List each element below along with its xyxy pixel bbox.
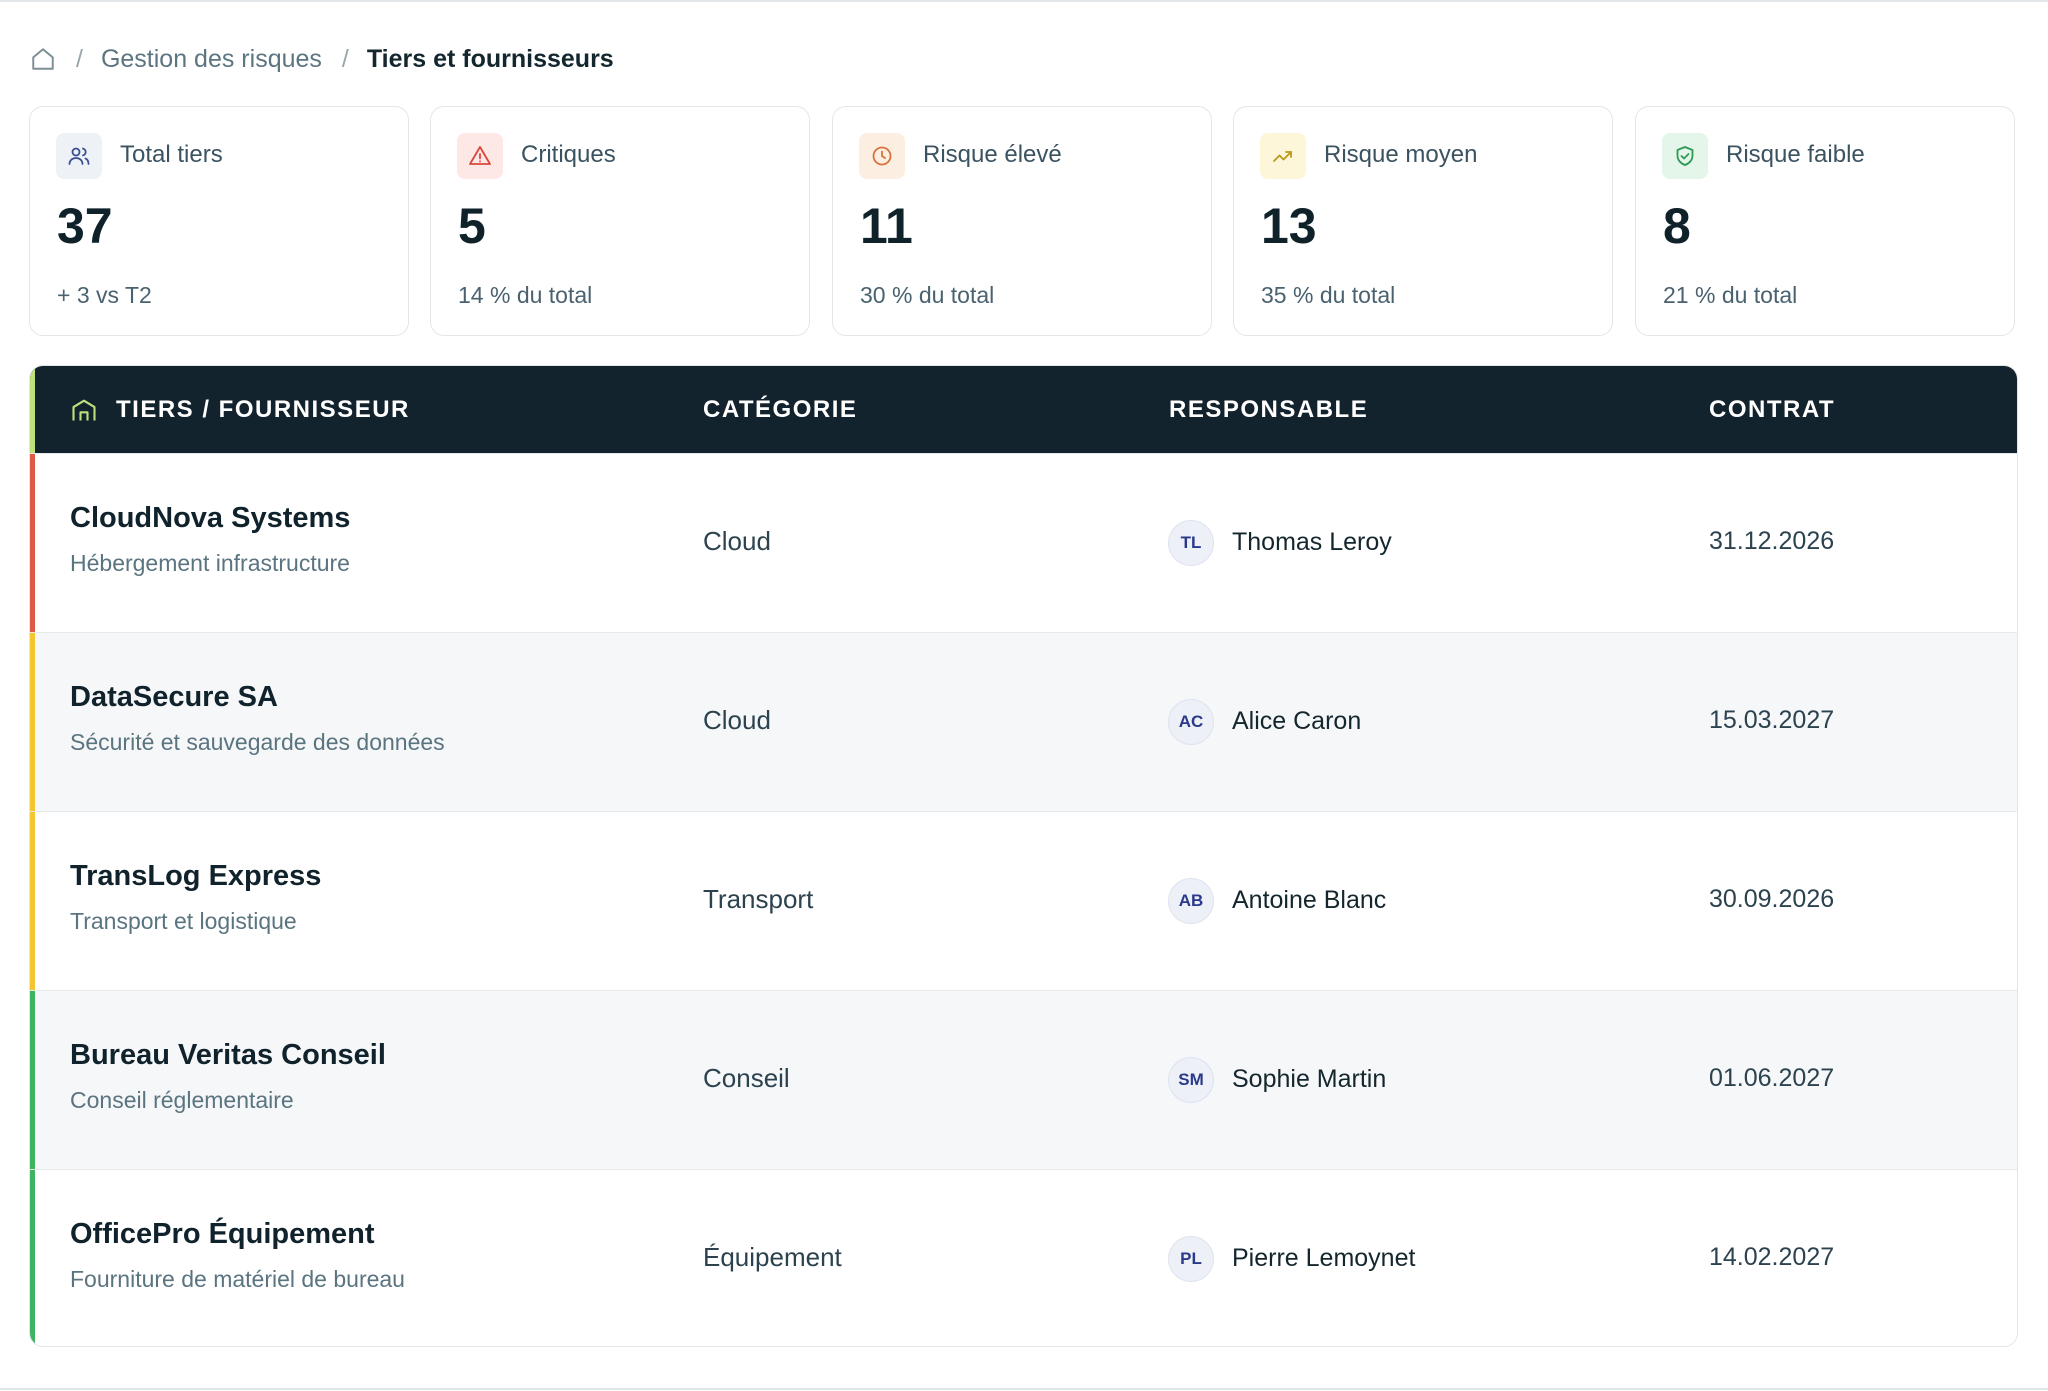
- risk-indicator-bar: [30, 633, 35, 811]
- stat-card-risque-faible[interactable]: Risque faible 8 21 % du total: [1635, 106, 2015, 336]
- stat-card-total-tiers[interactable]: Total tiers 37 + 3 vs T2: [29, 106, 409, 336]
- responsible-name: Thomas Leroy: [1232, 528, 1392, 556]
- building-icon: [70, 396, 98, 424]
- avatar: AC: [1168, 699, 1214, 745]
- stat-label: Critiques: [521, 141, 616, 168]
- bottom-divider: [0, 1388, 2048, 1390]
- column-header-label: CATÉGORIE: [703, 395, 858, 423]
- stat-subtext: + 3 vs T2: [57, 282, 152, 308]
- responsible-name: Pierre Lemoynet: [1232, 1244, 1416, 1272]
- column-header-responsable[interactable]: RESPONSABLE: [1169, 366, 1368, 453]
- contract-date: 01.06.2027: [1709, 1064, 1835, 1092]
- table-row[interactable]: TransLog Express Transport et logistique…: [30, 811, 2017, 990]
- table-row[interactable]: CloudNova Systems Hébergement infrastruc…: [30, 453, 2017, 632]
- supplier-category: Conseil: [703, 1063, 790, 1093]
- column-header-tiers[interactable]: TIERS / FOURNISSEUR: [70, 366, 410, 453]
- home-icon[interactable]: [30, 46, 56, 72]
- column-header-label: RESPONSABLE: [1169, 395, 1369, 423]
- table-row[interactable]: DataSecure SA Sécurité et sauvegarde des…: [30, 632, 2017, 811]
- stat-subtext: 14 % du total: [458, 282, 593, 308]
- stat-value: 13: [1261, 198, 1317, 254]
- breadcrumb-current: Tiers et fournisseurs: [366, 44, 614, 73]
- stat-card-risque-moyen[interactable]: Risque moyen 13 35 % du total: [1233, 106, 1613, 336]
- stat-value: 8: [1663, 198, 1691, 254]
- supplier-name[interactable]: OfficePro Équipement: [70, 1218, 375, 1250]
- risk-indicator-bar: [30, 454, 35, 632]
- users-icon: [56, 133, 102, 179]
- stat-label: Risque faible: [1726, 141, 1865, 168]
- clock-icon: [859, 133, 905, 179]
- stat-value: 11: [860, 198, 913, 254]
- breadcrumb-separator: /: [341, 44, 349, 73]
- breadcrumb: / Gestion des risques / Tiers et fournis…: [30, 42, 614, 76]
- supplier-name[interactable]: CloudNova Systems: [70, 502, 351, 534]
- contract-date: 15.03.2027: [1709, 706, 1835, 734]
- stat-value: 37: [57, 198, 113, 254]
- supplier-category: Transport: [703, 884, 814, 914]
- column-header-label: TIERS / FOURNISSEUR: [116, 395, 410, 423]
- breadcrumb-separator: /: [76, 44, 83, 73]
- supplier-name[interactable]: TransLog Express: [70, 860, 322, 892]
- stat-label: Total tiers: [120, 141, 223, 168]
- breadcrumb-link-gestion-des-risques[interactable]: Gestion des risques: [100, 44, 322, 73]
- responsible-name: Alice Caron: [1232, 707, 1362, 735]
- table-row[interactable]: OfficePro Équipement Fourniture de matér…: [30, 1169, 2017, 1346]
- supplier-description: Transport et logistique: [70, 908, 297, 934]
- supplier-description: Hébergement infrastructure: [70, 550, 350, 576]
- stat-subtext: 21 % du total: [1663, 282, 1798, 308]
- stat-label: Risque moyen: [1324, 141, 1478, 168]
- stat-card-risque-eleve[interactable]: Risque élevé 11 30 % du total: [832, 106, 1212, 336]
- avatar: TL: [1168, 520, 1214, 566]
- suppliers-table: TIERS / FOURNISSEUR CATÉGORIE RESPONSABL…: [29, 365, 2018, 1347]
- stat-subtext: 30 % du total: [860, 282, 995, 308]
- avatar: PL: [1168, 1236, 1214, 1282]
- supplier-description: Conseil réglementaire: [70, 1087, 294, 1113]
- risk-indicator-bar: [30, 991, 35, 1169]
- header-accent-bar: [30, 366, 35, 453]
- stat-value: 5: [458, 198, 486, 254]
- responsible-name: Sophie Martin: [1232, 1065, 1387, 1093]
- responsible-name: Antoine Blanc: [1232, 886, 1387, 914]
- supplier-name[interactable]: Bureau Veritas Conseil: [70, 1039, 386, 1071]
- stat-label: Risque élevé: [923, 141, 1062, 168]
- supplier-name[interactable]: DataSecure SA: [70, 681, 278, 713]
- column-header-label: CONTRAT: [1709, 395, 1836, 423]
- contract-date: 31.12.2026: [1709, 527, 1835, 555]
- column-header-contrat[interactable]: CONTRAT: [1709, 366, 1835, 453]
- column-header-categorie[interactable]: CATÉGORIE: [703, 366, 857, 453]
- stat-subtext: 35 % du total: [1261, 282, 1396, 308]
- avatar: AB: [1168, 878, 1214, 924]
- stat-card-critiques[interactable]: Critiques 5 14 % du total: [430, 106, 810, 336]
- shield-check-icon: [1662, 133, 1708, 179]
- trend-up-icon: [1260, 133, 1306, 179]
- supplier-description: Sécurité et sauvegarde des données: [70, 729, 445, 755]
- supplier-category: Cloud: [703, 526, 771, 556]
- contract-date: 14.02.2027: [1709, 1243, 1835, 1271]
- risk-indicator-bar: [30, 1170, 35, 1346]
- supplier-description: Fourniture de matériel de bureau: [70, 1266, 405, 1292]
- contract-date: 30.09.2026: [1709, 885, 1835, 913]
- table-header: TIERS / FOURNISSEUR CATÉGORIE RESPONSABL…: [30, 366, 2017, 453]
- avatar: SM: [1168, 1057, 1214, 1103]
- warning-triangle-icon: [457, 133, 503, 179]
- supplier-category: Équipement: [703, 1242, 842, 1272]
- top-divider: [0, 0, 2048, 2]
- supplier-category: Cloud: [703, 705, 771, 735]
- risk-indicator-bar: [30, 812, 35, 990]
- table-row[interactable]: Bureau Veritas Conseil Conseil réglement…: [30, 990, 2017, 1169]
